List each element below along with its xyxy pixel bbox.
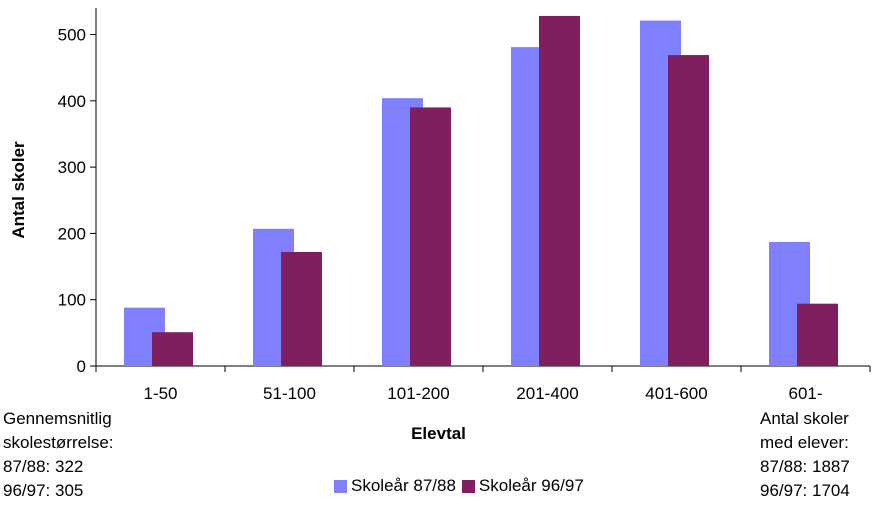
legend-item-96-97: Skoleår 96/97 <box>461 476 584 496</box>
legend-item-87-88: Skoleår 87/88 <box>334 476 456 496</box>
note-right-line: med elever: <box>760 433 849 452</box>
y-tick-label: 500 <box>58 26 86 45</box>
x-tick-label: 101-200 <box>387 384 449 403</box>
x-tick-label: 601- <box>788 384 822 403</box>
legend: Skoleår 87/88 Skoleår 96/97 <box>334 476 590 496</box>
note-school-count: Antal skoler med elever: 87/88: 1887 96/… <box>760 407 850 503</box>
x-tick-label: 401-600 <box>645 384 707 403</box>
note-right-line: Antal skoler <box>760 409 849 428</box>
bar-96-97-601- <box>797 303 838 366</box>
x-tick-label: 201-400 <box>516 384 578 403</box>
x-tick-label: 51-100 <box>263 384 316 403</box>
note-left-line: Gennemsnitlig <box>3 409 112 428</box>
y-tick-label: 100 <box>58 291 86 310</box>
y-tick-label: 200 <box>58 224 86 243</box>
y-tick-label: 400 <box>58 92 86 111</box>
note-left-line: 87/88: 322 <box>3 457 84 476</box>
bar-96-97-101-200 <box>410 107 451 366</box>
note-left-line: 96/97: 305 <box>3 481 84 500</box>
note-left-line: skolestørrelse: <box>3 433 114 452</box>
axes <box>90 8 871 372</box>
bars <box>124 15 838 367</box>
note-right-line: 96/97: 1704 <box>760 481 850 500</box>
legend-label-96-97: Skoleår 96/97 <box>478 476 584 495</box>
tick-labels: 0 100 200 300 400 500 1-50 51-100 101-200 201-400… <box>58 26 823 403</box>
bar-96-97-1-50 <box>152 332 193 366</box>
legend-swatch-87-88 <box>334 479 347 493</box>
y-tick-label: 0 <box>77 357 86 376</box>
note-right-line: 87/88: 1887 <box>760 457 850 476</box>
legend-label-87-88: Skoleår 87/88 <box>351 476 456 495</box>
bar-96-97-51-100 <box>281 251 322 366</box>
bar-96-97-401-600 <box>668 55 709 366</box>
x-axis-label: Elevtal <box>411 424 466 443</box>
x-tick-label: 1-50 <box>143 384 177 403</box>
y-tick-label: 300 <box>58 158 86 177</box>
legend-swatch-96-97 <box>461 479 475 493</box>
note-average-school-size: Gennemsnitlig skolestørrelse: 87/88: 322… <box>3 407 114 503</box>
bar-96-97-201-400 <box>539 15 580 366</box>
y-axis-label: Antal skoler <box>9 141 28 239</box>
